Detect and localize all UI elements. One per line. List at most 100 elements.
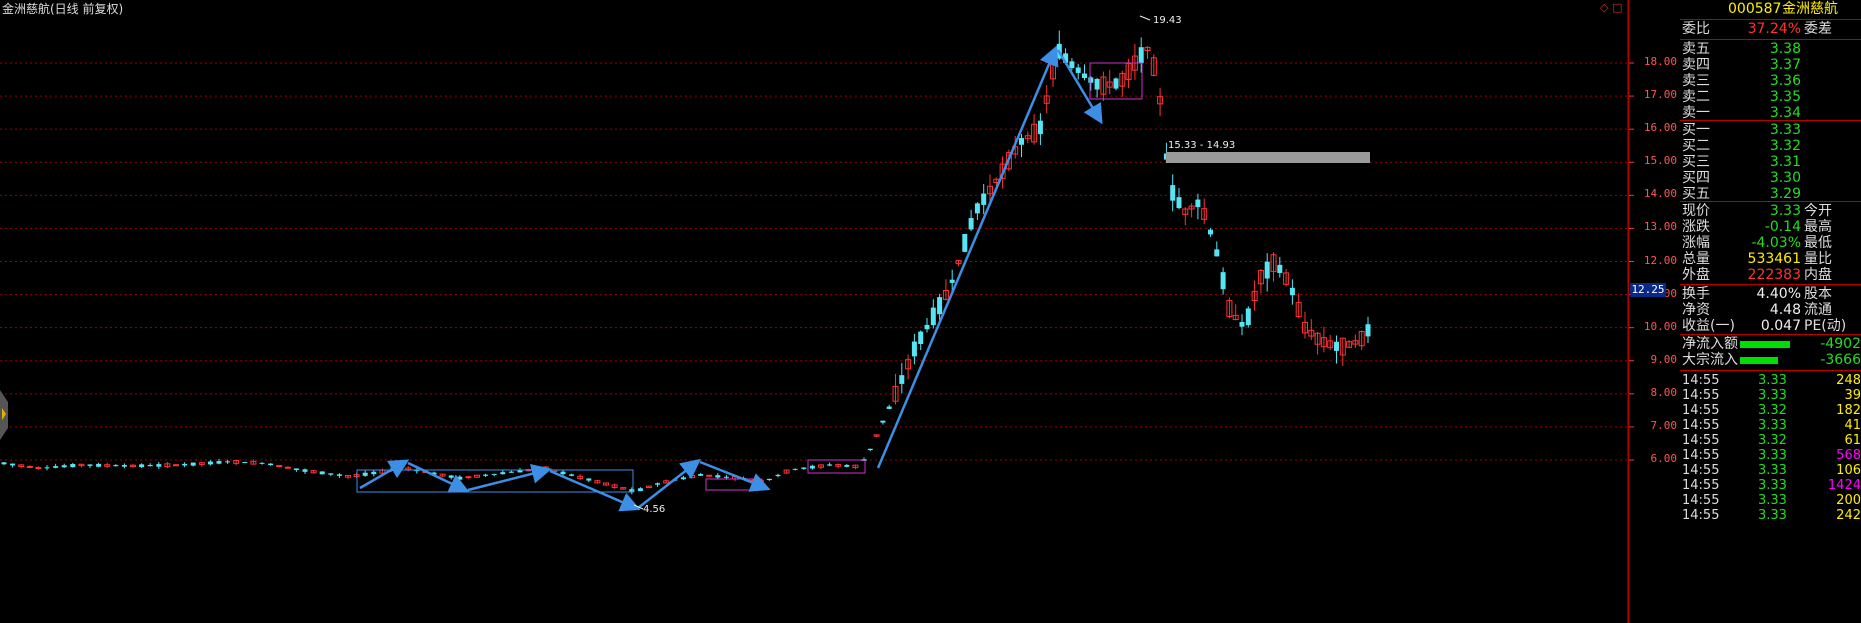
flow-row: 大宗流入 -3666 [1680,351,1861,370]
candlestick-chart[interactable]: 19.43 4.56 15.33 - 14.93 [0,0,1680,623]
candle-body-up [439,473,446,477]
candle-body-up [577,475,584,479]
candle-body-up [1150,57,1157,76]
consolidation-box-blue [356,469,634,493]
stat-label: 涨跌 [1682,219,1710,235]
flow-bar [1740,341,1790,348]
bid-price: 3.29 [1769,186,1801,202]
stat-value: 533461 [1747,251,1801,267]
candle-body-down [962,233,968,252]
fund-label: 换手 [1682,286,1710,302]
fund-row: 收益(一) 0.047 PE(动) [1680,317,1861,336]
stat-row: 涨跌 -0.14 最高 [1680,218,1861,237]
candle-body-down [1170,185,1176,201]
tick-time: 14:55 [1682,433,1720,448]
candle-body-down [1214,249,1220,257]
ask-label: 卖二 [1682,89,1710,105]
axis-label: 7.00 [1650,418,1678,432]
tick-time: 14:55 [1682,493,1720,508]
tick-row: 14:55 3.33 200 [1680,492,1861,509]
candle-body-down [880,420,886,423]
fund-label: 净资 [1682,302,1710,318]
candle-body-down [792,468,798,470]
candle-body-up [852,464,859,469]
candle-body-down [139,464,145,468]
tick-time: 14:55 [1682,418,1720,433]
ask-row: 卖三 3.36 [1680,72,1861,91]
candle-body-up [198,462,205,465]
tick-price: 3.33 [1758,373,1787,388]
candle-body-up [1005,152,1012,170]
candle-body-down [899,375,905,384]
candle-body-up [1226,299,1233,317]
stat-label2: 最高 [1804,219,1832,235]
fund-row: 净资 4.48 流通 [1680,301,1861,320]
candle-body-down [1094,78,1100,90]
candle-body-up [1251,290,1258,301]
stat-row: 总量 533461 量比 [1680,250,1861,269]
axis-label: 18.00 [1643,55,1677,68]
candle-body-down [1037,120,1043,135]
stat-label2: 内盘 [1804,267,1832,283]
candle-body-down [336,474,342,476]
candle-body-up [310,470,317,474]
candle-body-up [1182,208,1189,215]
candle-body-down [1138,47,1144,64]
candle-body-down [457,476,463,480]
trend-arrow [359,459,410,490]
high-price-label: 19.43 [1153,15,1182,26]
candle-body-up [1201,208,1208,220]
flow-value: -3666 [1820,352,1861,368]
candle-body-down [937,297,943,315]
candle-body-down [113,465,119,467]
candle-body-up [233,460,240,464]
axis-label: 10.00 [1643,319,1677,333]
price-axis: 18.0017.0016.0015.0014.0013.0012.0011.00… [1628,0,1682,623]
bid-label: 买一 [1682,122,1710,138]
candle-body-down [1195,199,1201,208]
candle-body-up [1119,72,1126,87]
candle-body-down [508,471,514,473]
consolidation-box-magenta [807,459,866,474]
current-price-marker: 12.25 [1630,283,1666,297]
candle-body-down [1334,341,1339,351]
ask-price: 3.35 [1769,89,1801,105]
axis-label: 13.00 [1643,220,1677,234]
bid-price: 3.32 [1769,138,1801,154]
candle-body-up [345,474,351,478]
candle-body-up [1283,272,1290,285]
tick-time: 14:55 [1682,448,1720,463]
candle-body-up [1327,340,1334,349]
candle-body-down [723,476,729,478]
fund-row: 换手 4.40% 股本 [1680,285,1861,304]
tick-volume: 41 [1844,418,1861,433]
axis-label: 15.00 [1643,154,1677,168]
candle-body-down [766,478,772,481]
candle-body-down [431,472,437,475]
ask-label: 卖一 [1682,105,1710,121]
candle-body-down [190,462,196,466]
chart-window-icons[interactable]: ◇ □ [1600,1,1623,14]
candle-body-up [1100,76,1107,95]
candle-body-up [1157,96,1164,105]
candle-body-up [1352,340,1359,345]
tick-volume: 106 [1836,463,1861,478]
candle-body-up [873,434,880,437]
candle-body-down [1063,53,1069,63]
candle-body-up [757,479,764,482]
bid-row: 买二 3.32 [1680,137,1861,156]
fund-value: 4.40% [1756,286,1801,302]
tick-time: 14:55 [1682,478,1720,493]
ask-price: 3.37 [1769,57,1801,73]
candle-body-down [680,477,686,480]
stock-name: 金洲慈航 [1782,1,1838,17]
fund-value: 4.48 [1769,302,1801,318]
candle-body-down [1264,261,1270,279]
candle-body-down [949,279,955,283]
ask-row: 卖一 3.34 [1680,104,1861,123]
bid-label: 买五 [1682,186,1710,202]
candle-body-up [26,465,33,468]
candle-body-down [715,475,721,478]
candle-body-down [629,489,635,493]
tick-price: 3.33 [1758,493,1787,508]
